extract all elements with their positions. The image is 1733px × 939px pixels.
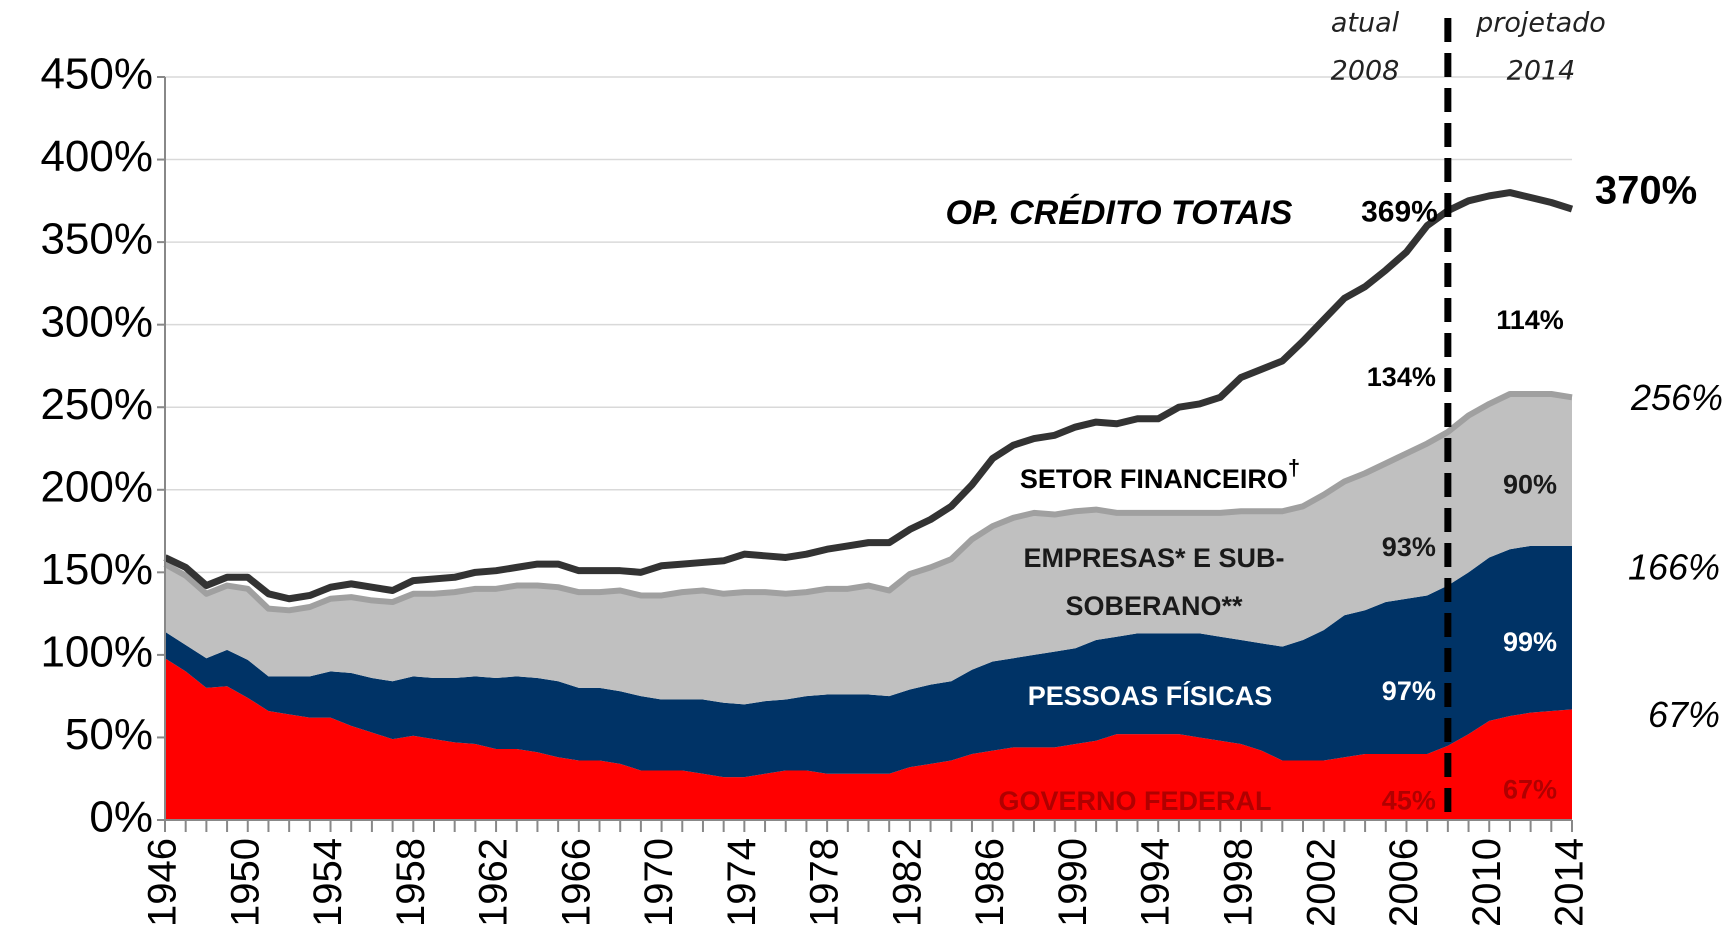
value-label: 45%: [1382, 785, 1436, 815]
area: [165, 192, 1572, 611]
x-tick-label: 1946: [141, 838, 185, 927]
y-tick-label: 250%: [40, 380, 153, 429]
x-tick-label: 1966: [554, 838, 598, 927]
value-label: 90%: [1503, 470, 1557, 500]
value-label: 93%: [1382, 532, 1436, 562]
x-tick-label: 2010: [1465, 838, 1509, 927]
y-tick-label: 200%: [40, 462, 153, 511]
x-tick-label: 1954: [306, 838, 350, 927]
x-tick-label: 1978: [803, 838, 847, 927]
series-label: PESSOAS FÍSICAS: [1028, 680, 1273, 711]
y-tick-label: 100%: [40, 628, 153, 677]
annotation: 369%: [1361, 196, 1438, 229]
series-label: SETOR FINANCEIRO†: [1020, 455, 1300, 494]
value-label: 134%: [1367, 362, 1436, 392]
divider-label: projetado: [1475, 8, 1606, 39]
series-label: EMPRESAS* E SUB-SOBERANO**: [1023, 543, 1284, 621]
areas: [165, 192, 1572, 820]
annotation: 166%: [1628, 546, 1720, 587]
series-top-line: [163, 391, 1573, 614]
y-tick-label: 450%: [40, 50, 153, 99]
x-tick-label: 1982: [885, 838, 929, 927]
series-label: GOVERNO FEDERAL: [998, 786, 1271, 816]
y-tick-label: 300%: [40, 297, 153, 346]
x-tick-label: 1994: [1134, 838, 1178, 927]
x-tick-label: 1950: [223, 838, 267, 927]
x-tick-label: 1974: [720, 838, 764, 927]
area: [165, 394, 1572, 705]
y-tick-label: 150%: [40, 545, 153, 594]
y-tick-label: 400%: [40, 132, 153, 181]
x-tick-label: 1970: [637, 838, 681, 927]
value-label: 97%: [1382, 676, 1436, 706]
y-tick-label: 0%: [89, 793, 153, 842]
y-tick-label: 50%: [65, 710, 153, 759]
x-tick-label: 1998: [1217, 838, 1261, 927]
area: [165, 658, 1572, 820]
total-label: OP. CRÉDITO TOTAIS: [946, 194, 1293, 232]
annotation: 67%: [1648, 694, 1720, 735]
value-label: 99%: [1503, 627, 1557, 657]
divider-label: 2014: [1507, 56, 1576, 87]
x-tick-label: 1962: [472, 838, 516, 927]
x-tick-label: 2014: [1548, 838, 1592, 927]
value-label: 114%: [1496, 305, 1564, 335]
x-tick-label: 1958: [389, 838, 433, 927]
annotation: 256%: [1630, 377, 1723, 418]
x-tick-label: 1990: [1051, 838, 1095, 927]
y-tick-label: 350%: [40, 215, 153, 264]
value-label: 67%: [1503, 774, 1557, 804]
series-top-line: [163, 189, 1574, 603]
area: [165, 545, 1572, 778]
overlay: 45% 67% 97% 99% 93% 90% 134% 114%: [163, 189, 1574, 815]
x-tick-label: 1986: [968, 838, 1012, 927]
x-tick-label: 2006: [1382, 838, 1426, 927]
divider-label: atual: [1331, 8, 1400, 39]
divider-label: 2008: [1331, 56, 1400, 87]
x-tick-label: 2002: [1299, 838, 1343, 927]
annotation: 370%: [1595, 169, 1697, 213]
